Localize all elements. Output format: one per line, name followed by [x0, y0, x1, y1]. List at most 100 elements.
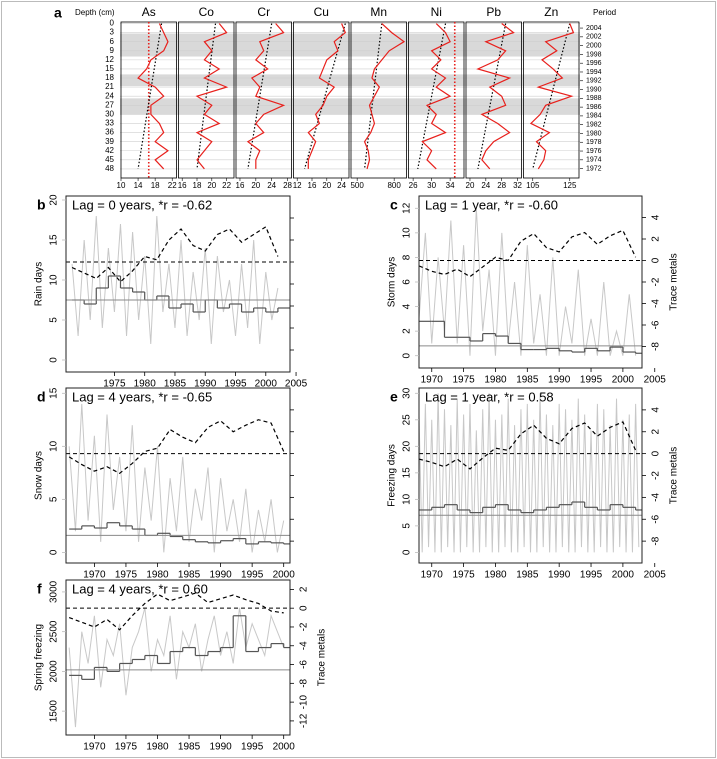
y-tick-label: 20 — [49, 194, 60, 206]
x-tick-label: 20 — [207, 181, 216, 190]
x-tick-label: 28 — [283, 181, 292, 190]
y-tick-label: 0 — [402, 352, 413, 358]
y-tick-label: 10 — [402, 227, 413, 239]
y-tick-label: 15 — [105, 64, 114, 73]
y2-tick-label: 2000 — [586, 42, 602, 49]
x-tick-label: 1985 — [178, 742, 201, 753]
y-tick-label: 30 — [105, 109, 114, 118]
metal-profile — [529, 23, 575, 170]
x-tick-label: 12 — [293, 181, 302, 190]
metal-profile — [307, 23, 347, 169]
y-tick-label: 15 — [402, 467, 413, 479]
x-tick-label: 1990 — [548, 570, 571, 581]
y-tick-label: 0 — [49, 549, 60, 555]
x-tick-label: 1985 — [516, 375, 539, 386]
highlight-band — [120, 98, 580, 115]
y-tick-label: 25 — [402, 414, 413, 426]
trend-line — [477, 23, 507, 170]
y-tick-label: 0 — [402, 549, 413, 555]
x-tick-label: 24 — [337, 181, 346, 190]
x-tick-label: 1985 — [178, 570, 201, 581]
annotation: Lag = 1 year, *r = -0.60 — [425, 197, 558, 212]
y2-tick-label: -6 — [299, 660, 310, 669]
x-tick-label: 18 — [151, 181, 160, 190]
subplot-frame — [408, 21, 465, 179]
subplot-frame — [235, 21, 292, 179]
x-tick-label: 10 — [117, 181, 126, 190]
y-tick-label: 2500 — [49, 620, 60, 643]
metal-profile — [421, 23, 452, 170]
y2-tick-label: 1998 — [586, 51, 602, 58]
y-tick-label: 4 — [402, 303, 413, 309]
annotation: Lag = 1 year, *r = 0.58 — [425, 389, 554, 404]
y-tick-label: 0 — [49, 357, 60, 363]
x-tick-label: 2005 — [644, 570, 667, 581]
y2-tick-label: -6 — [651, 514, 662, 523]
y-tick-label: 3 — [110, 28, 115, 37]
panel-label: c — [390, 197, 398, 213]
x-tick-label: 1975 — [115, 742, 138, 753]
x-tick-label: 20 — [251, 181, 260, 190]
metal-name: As — [142, 5, 156, 19]
x-tick-label: 1975 — [103, 379, 126, 390]
plot-area — [419, 393, 642, 553]
y2-tick-label: 0 — [299, 605, 310, 611]
y2-tick-label: 1990 — [586, 86, 602, 93]
plot-area — [68, 403, 290, 553]
x-tick-label: 2000 — [612, 375, 635, 386]
metal-profile — [476, 23, 515, 170]
trend-line — [304, 23, 346, 170]
y-tick-label: 36 — [105, 128, 114, 137]
y-tick-label: 21 — [105, 82, 114, 91]
y2-tick-label: 1986 — [586, 104, 602, 111]
x-tick-label: 16 — [308, 181, 317, 190]
y2-tick-label: 1978 — [586, 139, 602, 146]
y-tick-label: 42 — [105, 146, 114, 155]
x-tick-label: 2000 — [255, 379, 278, 390]
x-tick-label: 1995 — [580, 570, 603, 581]
x-tick-label: 2000 — [273, 570, 296, 581]
y2-tick-label: 2 — [299, 586, 310, 592]
y-tick-label: 27 — [105, 100, 114, 109]
trace-metal-line — [419, 421, 637, 470]
x-tick-label: 2005 — [285, 379, 308, 390]
panel-label: a — [54, 5, 62, 21]
x-tick-label: 1990 — [194, 379, 217, 390]
metal-name: Ni — [431, 5, 442, 19]
y-tick-label: 2000 — [49, 660, 60, 683]
metal-name: Zn — [544, 5, 558, 19]
metal-profile — [195, 23, 229, 170]
x-tick-label: 24 — [267, 181, 276, 190]
y2-tick-label: -8 — [651, 342, 662, 351]
metal-profile — [363, 23, 406, 170]
x-tick-label: 1970 — [421, 375, 444, 386]
x-tick-label: 1985 — [164, 379, 187, 390]
y2-tick-label: 1996 — [586, 60, 602, 67]
x-tick-label: 1980 — [484, 570, 507, 581]
y-tick-label: 33 — [105, 119, 114, 128]
x-tick-label: 22 — [168, 181, 177, 190]
x-tick-label: 1990 — [209, 742, 232, 753]
metal-name: Cr — [257, 5, 270, 19]
x-tick-label: 1970 — [83, 570, 106, 581]
metal-profile — [246, 23, 286, 169]
highlight-band — [120, 33, 580, 57]
y-tick-label: 10 — [49, 274, 60, 286]
y-tick-label: 15 — [49, 387, 60, 399]
metal-name: Cu — [314, 5, 329, 19]
x-tick-label: 1980 — [134, 379, 157, 390]
y-tick-label: 9 — [110, 46, 115, 55]
y-tick-label: 2 — [402, 328, 413, 334]
y-tick-label: 6 — [402, 279, 413, 285]
y2-axis-label: Trace metals — [669, 253, 680, 310]
y-axis-label: Snow days — [34, 451, 45, 500]
y2-tick-label: -2 — [651, 471, 662, 480]
y-tick-label: 5 — [49, 317, 60, 323]
x-tick-label: 16 — [236, 181, 245, 190]
panel-label: e — [390, 389, 398, 405]
x-tick-label: 30 — [427, 181, 436, 190]
y-tick-label: 8 — [402, 254, 413, 260]
subplot-frame — [465, 21, 522, 179]
y-tick-label: 12 — [105, 55, 114, 64]
